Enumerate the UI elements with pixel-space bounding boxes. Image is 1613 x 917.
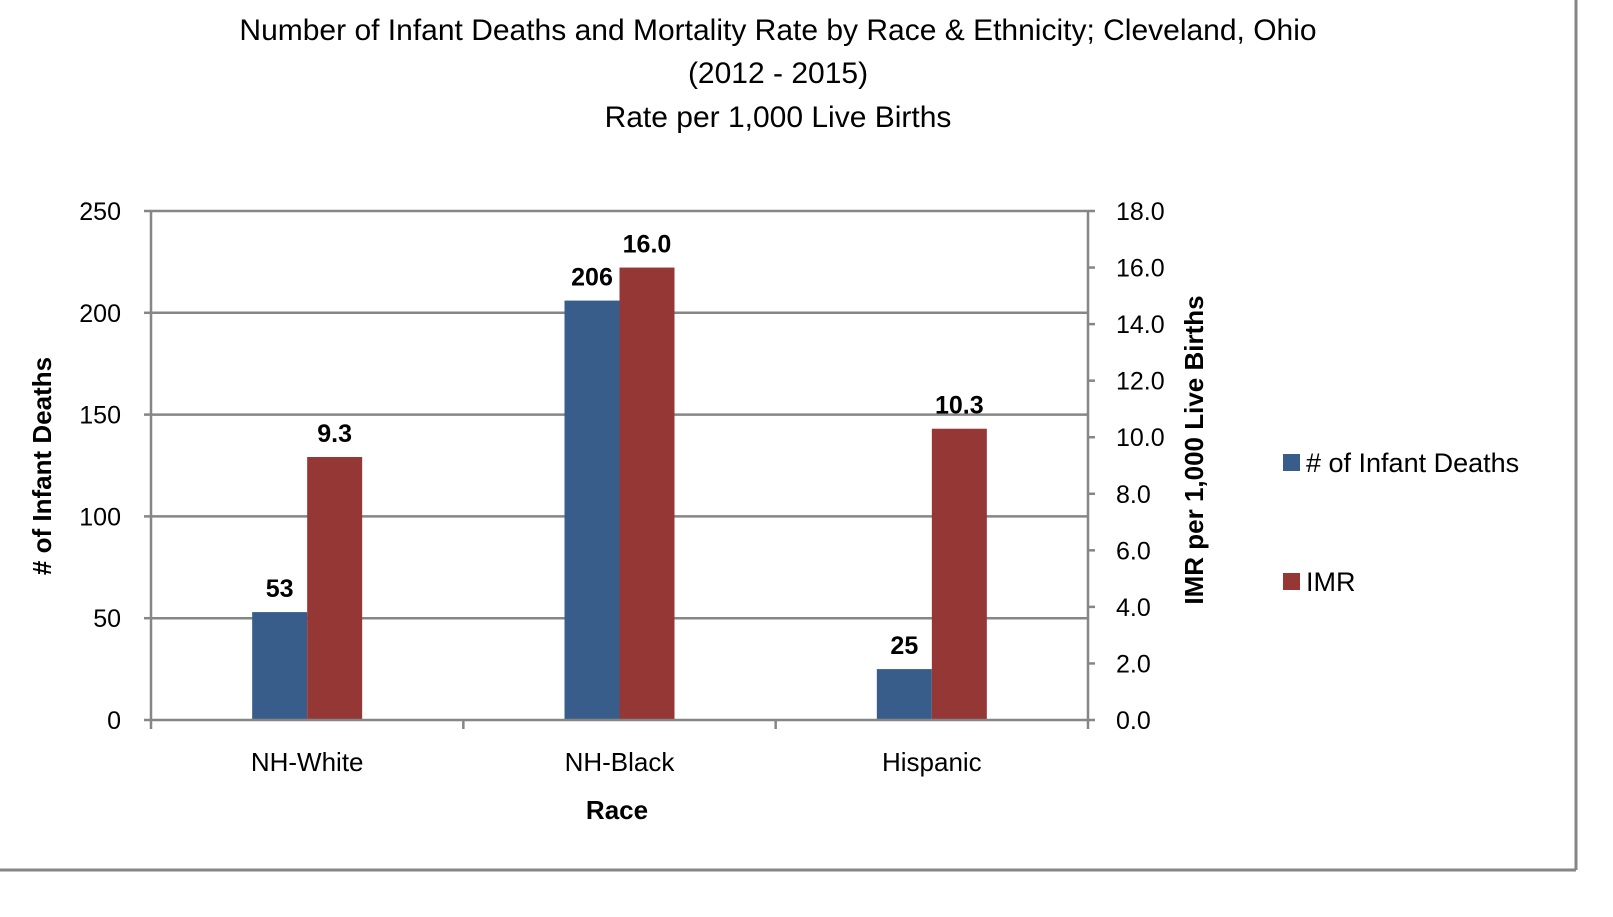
y-tick-label: 250 (79, 198, 121, 226)
data-labels: 53 206 25 9.3 16.0 10.3 (266, 231, 984, 661)
y2-tick-label: 10.0 (1116, 424, 1165, 452)
label-infant-deaths-hispanic: 25 (890, 632, 918, 660)
y2-tick-label: 8.0 (1116, 481, 1151, 509)
legend-swatch-infant-deaths (1283, 454, 1300, 471)
y2-tick-label: 0.0 (1116, 707, 1151, 735)
bar-imr-nh-black (619, 267, 675, 720)
x-axis-title: Race (586, 795, 648, 825)
x-tick-label: Hispanic (882, 747, 982, 777)
y2-tick-label: 14.0 (1116, 311, 1165, 339)
chart-title-line-1: Number of Infant Deaths and Mortality Ra… (239, 14, 1316, 47)
y-tick-label: 0 (107, 707, 121, 735)
y-tick-label: 150 (79, 402, 121, 430)
bars (252, 267, 987, 720)
bar-infant-deaths-nh-white (252, 612, 308, 720)
y-tick-label: 100 (79, 503, 121, 531)
bar-imr-hispanic (931, 428, 987, 720)
legend-swatch-imr (1283, 573, 1300, 590)
bar-infant-deaths-hispanic (876, 669, 932, 720)
label-imr-nh-black: 16.0 (623, 231, 672, 259)
y2-tick-label: 12.0 (1116, 368, 1165, 396)
y2-axis-title: IMR per 1,000 Live Births (1179, 295, 1209, 604)
y2-tick-label: 16.0 (1116, 255, 1165, 283)
label-imr-hispanic: 10.3 (935, 392, 984, 420)
y-tick-label: 50 (93, 605, 121, 633)
label-imr-nh-white: 9.3 (317, 420, 352, 448)
axes: 0 50 100 150 200 250 0.0 2.0 4.0 6.0 8.0 10.0 12.0 14… (79, 198, 1164, 777)
legend: # of Infant Deaths IMR (1283, 448, 1519, 597)
bar-infant-deaths-nh-black (564, 300, 620, 720)
chart-title-line-3: Rate per 1,000 Live Births (605, 101, 952, 134)
y2-tick-label: 18.0 (1116, 198, 1165, 226)
legend-label-imr: IMR (1306, 567, 1356, 597)
y2-tick-label: 6.0 (1116, 537, 1151, 565)
y2-tick-label: 4.0 (1116, 594, 1151, 622)
bar-imr-nh-white (307, 457, 363, 720)
label-infant-deaths-nh-white: 53 (266, 575, 294, 603)
x-tick-label: NH-Black (565, 747, 676, 777)
chart-title-line-2: (2012 - 2015) (688, 57, 868, 90)
y-axis-title: # of Infant Deaths (27, 357, 57, 575)
legend-label-infant-deaths: # of Infant Deaths (1306, 448, 1519, 478)
y2-tick-label: 2.0 (1116, 650, 1151, 678)
label-infant-deaths-nh-black: 206 (571, 264, 613, 292)
y-tick-label: 200 (79, 300, 121, 328)
x-tick-label: NH-White (251, 747, 364, 777)
